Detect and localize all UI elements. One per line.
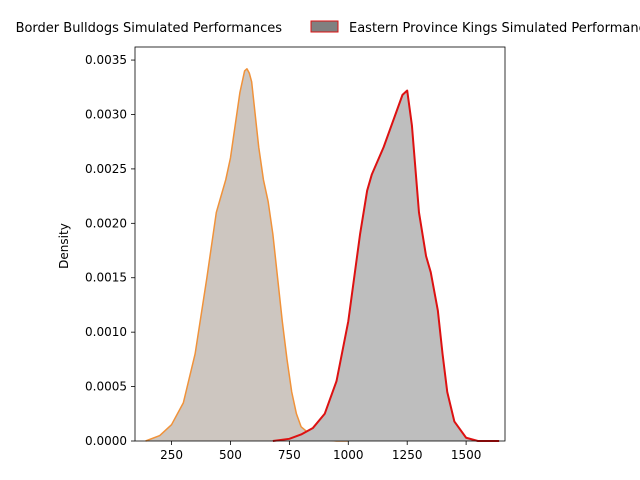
series-line-1 — [145, 68, 349, 442]
legend-swatch-2 — [310, 20, 339, 33]
series-area-2 — [272, 90, 500, 441]
x-tick-label: 500 — [219, 448, 242, 462]
x-tick-label: 1000 — [333, 448, 364, 462]
plot-frame — [134, 46, 506, 442]
legend: Border Bulldogs Simulated Performances Ea… — [16, 20, 640, 36]
x-tick-label: 1500 — [451, 448, 482, 462]
y-tick-label: 0.0000 — [85, 434, 127, 448]
series-area-1 — [145, 68, 349, 442]
legend-label-1: Border Bulldogs Simulated Performances — [16, 21, 283, 36]
x-axis: 250 500 750 1000 1250 1500 — [160, 441, 481, 462]
plot-series — [145, 68, 500, 442]
x-tick-label: 250 — [160, 448, 183, 462]
y-tick-label: 0.0030 — [85, 107, 127, 121]
x-tick-label: 750 — [278, 448, 301, 462]
series-line-2 — [272, 89, 500, 442]
legend-label-2: Eastern Province Kings Simulated Perform… — [349, 21, 640, 36]
y-tick-label: 0.0025 — [85, 162, 127, 176]
y-tick-label: 0.0020 — [85, 216, 127, 230]
y-tick-label: 0.0015 — [85, 271, 127, 285]
y-tick-label: 0.0035 — [85, 53, 127, 67]
y-tick-label: 0.0010 — [85, 325, 127, 339]
y-axis-label: Density — [57, 223, 71, 269]
x-tick-label: 1250 — [392, 448, 423, 462]
y-tick-label: 0.0005 — [85, 380, 127, 394]
y-axis: 0.0000 0.0005 0.0010 0.0015 0.0020 0.0025 0.00… — [85, 53, 135, 448]
